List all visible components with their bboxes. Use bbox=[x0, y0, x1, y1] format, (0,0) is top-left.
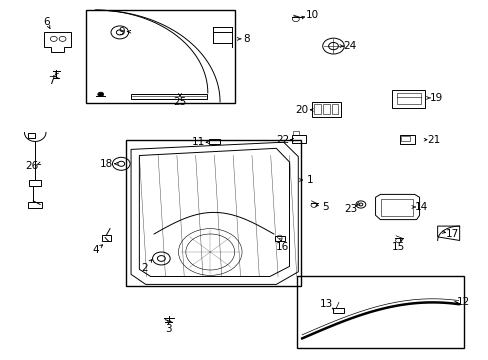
Text: 6: 6 bbox=[43, 17, 50, 27]
Text: 25: 25 bbox=[173, 96, 186, 107]
Bar bbox=[314, 104, 320, 114]
Text: 14: 14 bbox=[414, 202, 427, 212]
Text: 24: 24 bbox=[342, 41, 356, 51]
Bar bbox=[131, 94, 206, 99]
Text: 15: 15 bbox=[391, 242, 405, 252]
Bar bbox=[29, 180, 41, 186]
Text: 20: 20 bbox=[295, 105, 308, 115]
Bar bbox=[311, 102, 341, 117]
Text: 4: 4 bbox=[92, 245, 99, 255]
Text: 10: 10 bbox=[305, 10, 318, 20]
Bar bbox=[28, 133, 35, 138]
Bar bbox=[209, 139, 220, 144]
Bar bbox=[293, 131, 299, 135]
Bar bbox=[331, 104, 338, 114]
Text: 18: 18 bbox=[100, 159, 113, 169]
Text: 2: 2 bbox=[141, 263, 147, 273]
Text: 19: 19 bbox=[428, 93, 442, 103]
Text: 3: 3 bbox=[165, 324, 172, 334]
Bar bbox=[381, 199, 412, 216]
Text: 23: 23 bbox=[344, 204, 357, 214]
Text: 22: 22 bbox=[275, 135, 289, 145]
Text: 16: 16 bbox=[275, 242, 289, 252]
Bar bbox=[396, 93, 420, 104]
Bar bbox=[126, 140, 301, 286]
Text: 11: 11 bbox=[191, 137, 204, 147]
Bar bbox=[274, 236, 284, 241]
Bar bbox=[391, 90, 425, 108]
Bar bbox=[297, 276, 463, 348]
Text: 13: 13 bbox=[319, 299, 333, 309]
Bar bbox=[102, 235, 111, 241]
Bar bbox=[85, 10, 234, 103]
Bar bbox=[292, 135, 305, 143]
Text: 5: 5 bbox=[321, 202, 328, 212]
Text: 26: 26 bbox=[25, 161, 39, 171]
Bar bbox=[399, 135, 414, 144]
Text: 12: 12 bbox=[456, 297, 469, 307]
Circle shape bbox=[98, 92, 103, 96]
Text: 1: 1 bbox=[306, 175, 313, 185]
Bar bbox=[400, 136, 409, 141]
Text: 17: 17 bbox=[445, 229, 458, 239]
Text: 21: 21 bbox=[427, 135, 440, 145]
Text: 9: 9 bbox=[118, 27, 124, 37]
Text: 8: 8 bbox=[243, 34, 250, 44]
Text: 7: 7 bbox=[48, 76, 55, 86]
Bar bbox=[333, 308, 344, 313]
Bar bbox=[28, 202, 42, 208]
Bar bbox=[323, 104, 329, 114]
